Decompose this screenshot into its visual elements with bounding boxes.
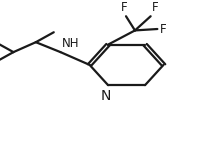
Text: F: F [159,22,166,36]
Text: N: N [100,89,111,103]
Text: F: F [121,1,127,14]
Text: NH: NH [62,37,79,50]
Text: F: F [152,1,158,14]
